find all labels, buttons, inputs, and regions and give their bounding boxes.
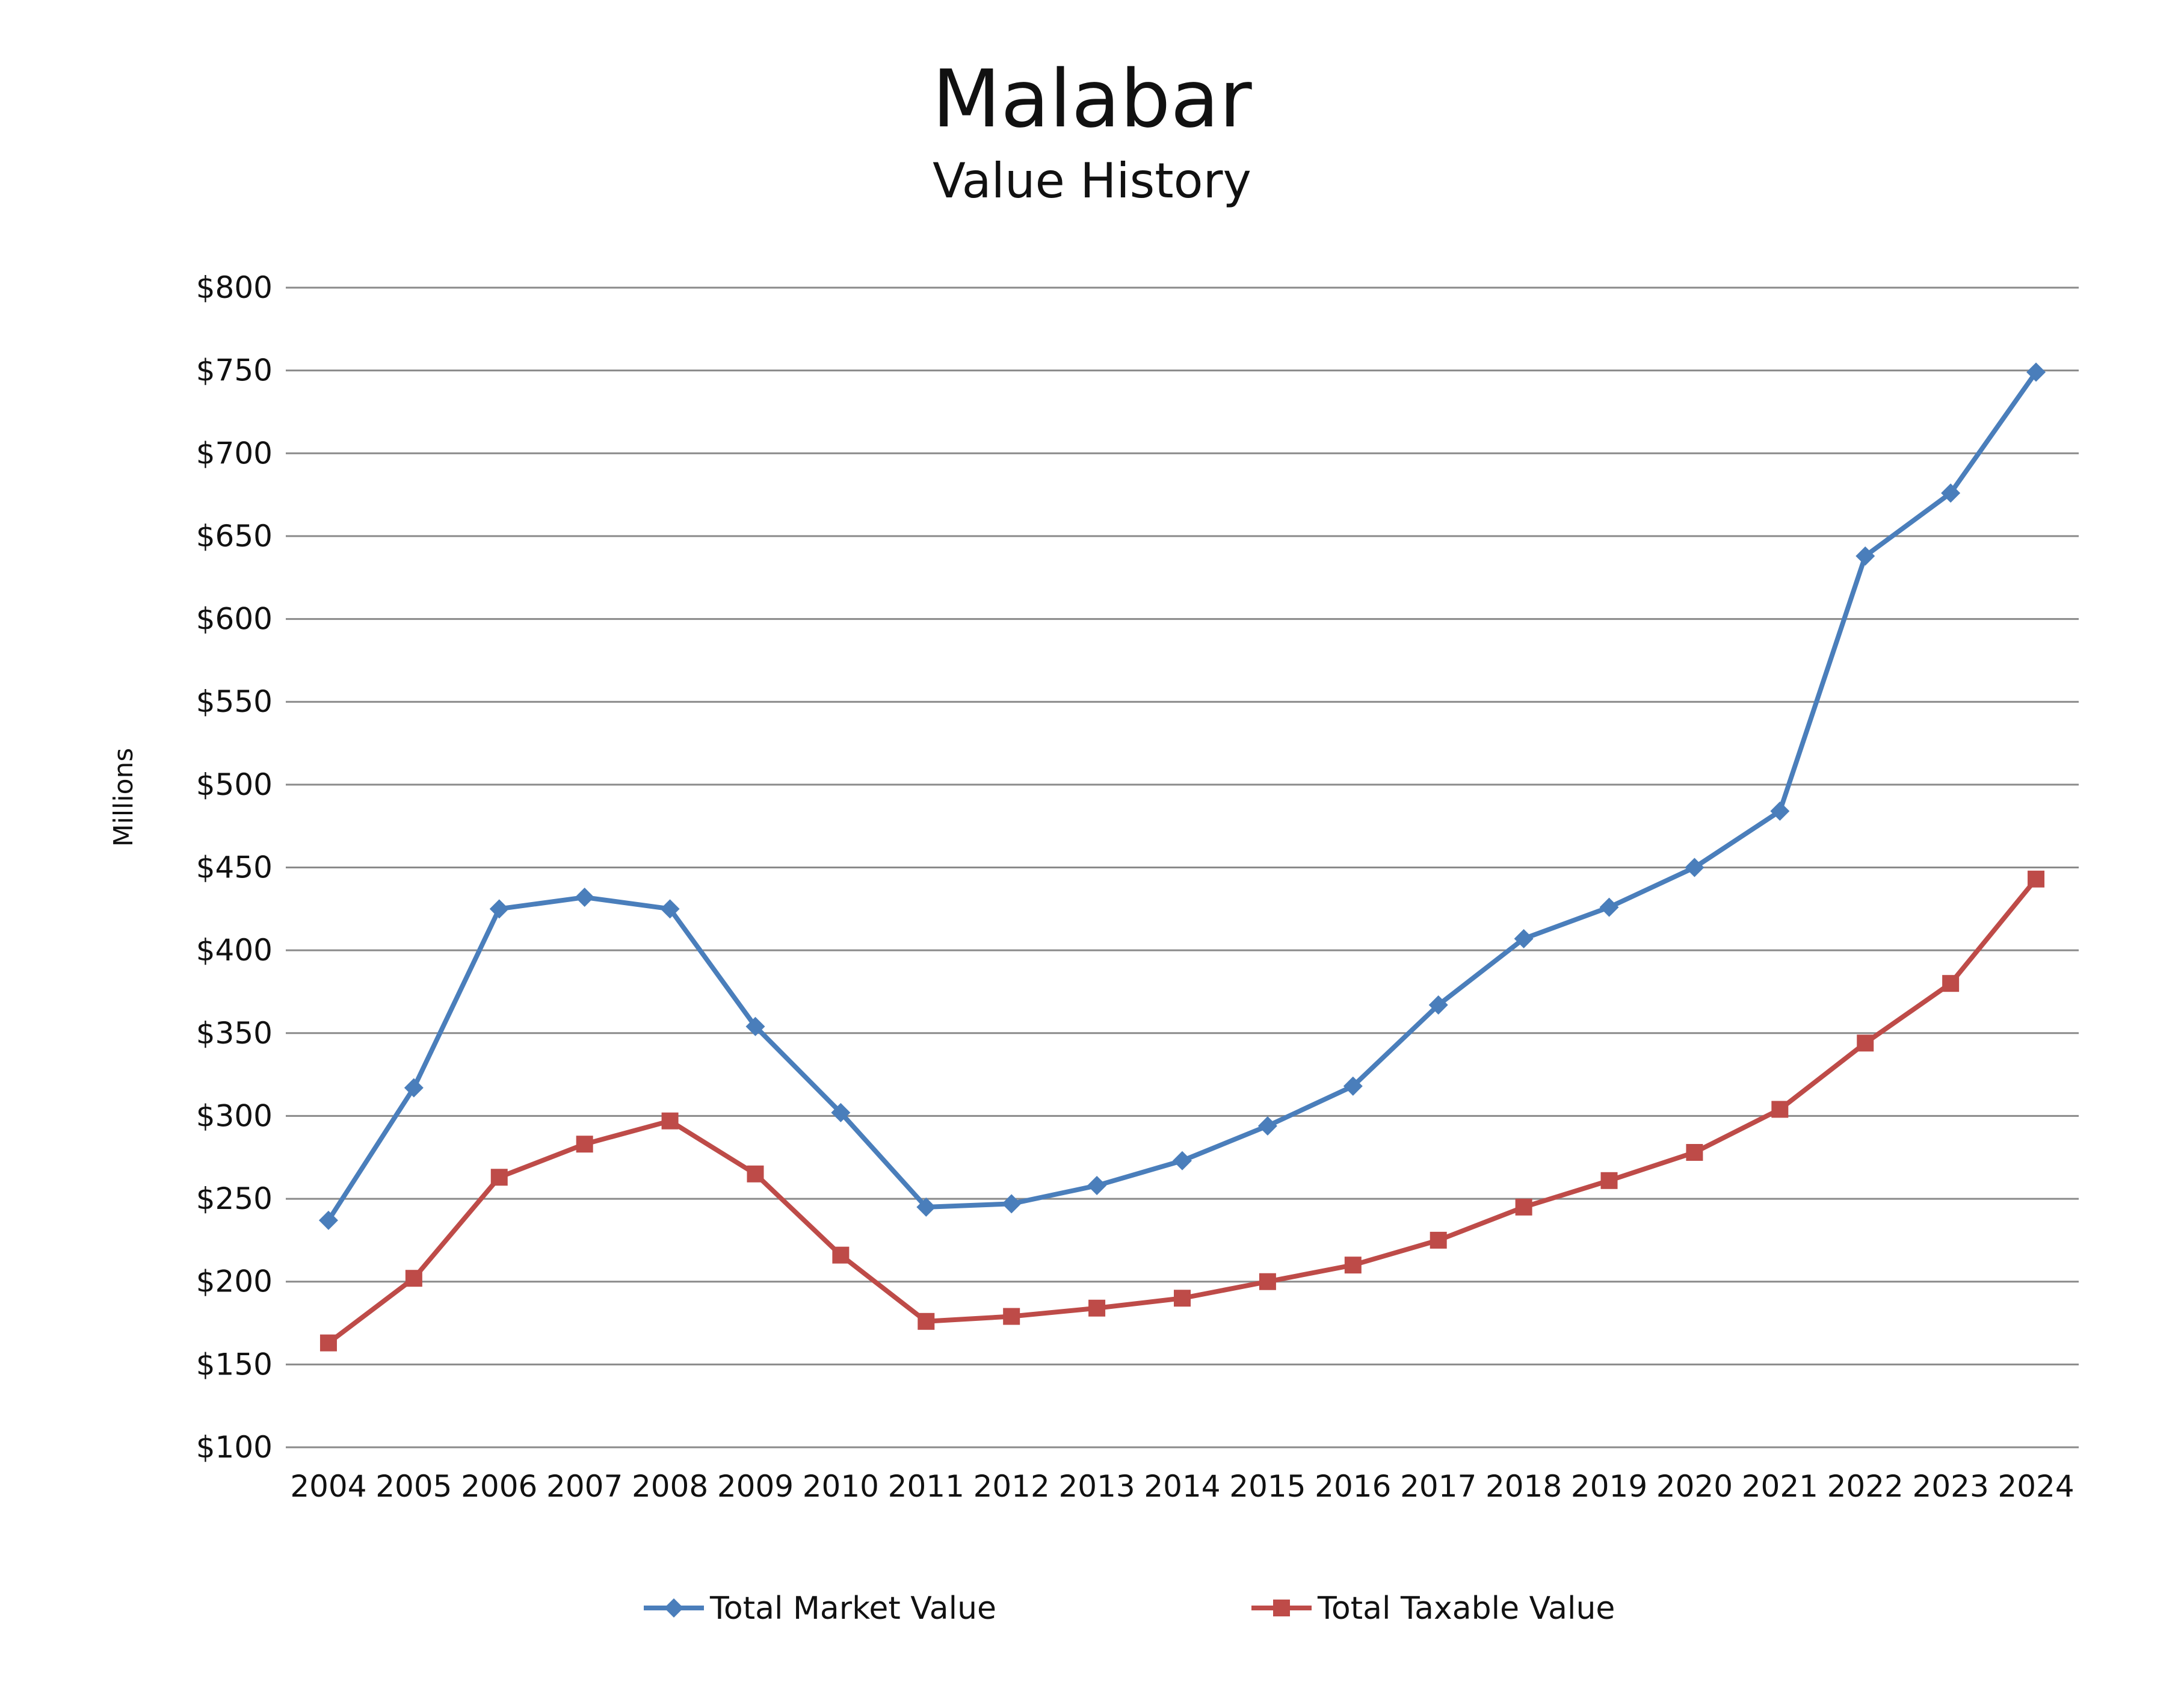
data-point xyxy=(831,1102,851,1122)
data-point xyxy=(1941,483,1961,503)
data-point xyxy=(1686,1143,1703,1161)
data-point xyxy=(489,899,509,919)
data-point xyxy=(745,1016,765,1036)
legend-label: Total Taxable Value xyxy=(1317,1591,1615,1627)
y-tick-label: $550 xyxy=(196,684,273,719)
series-group xyxy=(318,362,2046,1352)
x-tick-label: 2012 xyxy=(973,1469,1050,1504)
data-point xyxy=(1002,1194,1022,1214)
data-point xyxy=(1942,975,1960,992)
x-tick-label: 2009 xyxy=(717,1469,794,1504)
x-tick-label: 2020 xyxy=(1656,1469,1733,1504)
data-point xyxy=(1514,929,1534,948)
legend-item: Total Market Value xyxy=(644,1591,996,1627)
x-tick-label: 2021 xyxy=(1742,1469,1818,1504)
data-point xyxy=(1428,995,1448,1015)
data-point xyxy=(1088,1299,1106,1317)
x-tick-label: 2023 xyxy=(1913,1469,1989,1504)
x-tick-label: 2017 xyxy=(1400,1469,1476,1504)
data-point xyxy=(1087,1176,1107,1196)
x-tick-label: 2006 xyxy=(461,1469,537,1504)
series-total-market-value xyxy=(318,362,2046,1230)
data-point xyxy=(1173,1151,1192,1170)
x-tick-label: 2004 xyxy=(290,1469,366,1504)
x-tick-label: 2022 xyxy=(1827,1469,1904,1504)
x-axis-ticks: 2004 2005 2006 2007 2008 2009 2010 2011 2012 2013… xyxy=(290,1469,2074,1504)
data-point xyxy=(1599,897,1619,917)
y-axis-label: Millions xyxy=(108,748,139,847)
y-tick-label: $300 xyxy=(196,1098,273,1133)
legend-label: Total Market Value xyxy=(709,1591,996,1627)
data-point xyxy=(490,1169,508,1186)
y-tick-label: $500 xyxy=(196,767,273,802)
data-point xyxy=(916,1197,936,1217)
chart-subtitle: Value History xyxy=(933,153,1251,209)
y-tick-label: $700 xyxy=(196,436,273,471)
data-point xyxy=(1685,858,1704,877)
data-point xyxy=(2026,362,2046,382)
y-tick-label: $400 xyxy=(196,933,273,968)
data-point xyxy=(1855,546,1875,566)
legend-marker xyxy=(664,1598,683,1618)
data-point xyxy=(1343,1076,1363,1096)
data-point xyxy=(1430,1231,1447,1249)
x-tick-label: 2013 xyxy=(1058,1469,1135,1504)
y-tick-label: $800 xyxy=(196,270,273,305)
legend-item: Total Taxable Value xyxy=(1251,1591,1615,1627)
data-point xyxy=(1771,1101,1789,1118)
series-line-total-market-value xyxy=(325,369,2039,1223)
data-point xyxy=(2028,870,2045,888)
data-point xyxy=(1770,801,1790,821)
data-point xyxy=(918,1312,935,1330)
x-tick-label: 2016 xyxy=(1315,1469,1391,1504)
x-tick-label: 2010 xyxy=(803,1469,879,1504)
x-tick-label: 2005 xyxy=(375,1469,452,1504)
x-tick-label: 2018 xyxy=(1485,1469,1562,1504)
x-tick-label: 2011 xyxy=(888,1469,964,1504)
data-point xyxy=(832,1246,850,1264)
y-tick-label: $200 xyxy=(196,1264,273,1299)
data-point xyxy=(661,1112,679,1130)
data-point xyxy=(747,1165,764,1183)
chart-title: Malabar xyxy=(932,53,1252,146)
data-point xyxy=(319,1334,337,1352)
data-point xyxy=(1344,1257,1362,1274)
x-tick-label: 2015 xyxy=(1229,1469,1306,1504)
data-point xyxy=(1257,1116,1277,1136)
x-tick-label: 2024 xyxy=(1997,1469,2074,1504)
x-tick-label: 2008 xyxy=(632,1469,708,1504)
legend: Total Market Value Total Taxable Value xyxy=(644,1591,1615,1627)
y-tick-label: $350 xyxy=(196,1016,273,1051)
data-point xyxy=(1600,1172,1618,1189)
x-tick-label: 2007 xyxy=(546,1469,623,1504)
data-point xyxy=(1515,1198,1532,1216)
y-tick-label: $100 xyxy=(196,1430,273,1465)
x-tick-label: 2014 xyxy=(1144,1469,1220,1504)
x-tick-label: 2019 xyxy=(1571,1469,1647,1504)
y-axis-ticks: $100 $150 $200 $250 $300 $350 $400 $450 $500 $550… xyxy=(196,270,273,1465)
series-total-taxable-value xyxy=(319,870,2045,1352)
y-tick-label: $250 xyxy=(196,1181,273,1216)
y-tick-label: $450 xyxy=(196,850,273,885)
y-tick-label: $600 xyxy=(196,602,273,637)
y-tick-label: $750 xyxy=(196,353,273,388)
data-point xyxy=(575,888,594,907)
data-point xyxy=(660,899,680,919)
data-point xyxy=(404,1078,424,1098)
y-tick-label: $150 xyxy=(196,1347,273,1382)
data-point xyxy=(1857,1034,1874,1052)
data-point xyxy=(576,1136,593,1153)
data-point xyxy=(1174,1290,1191,1307)
gridlines xyxy=(286,286,2079,1448)
data-point xyxy=(1003,1308,1020,1325)
data-point xyxy=(405,1270,422,1287)
legend-marker xyxy=(1273,1600,1290,1616)
data-point xyxy=(1259,1273,1276,1290)
y-tick-label: $650 xyxy=(196,519,273,554)
data-point xyxy=(318,1210,338,1230)
